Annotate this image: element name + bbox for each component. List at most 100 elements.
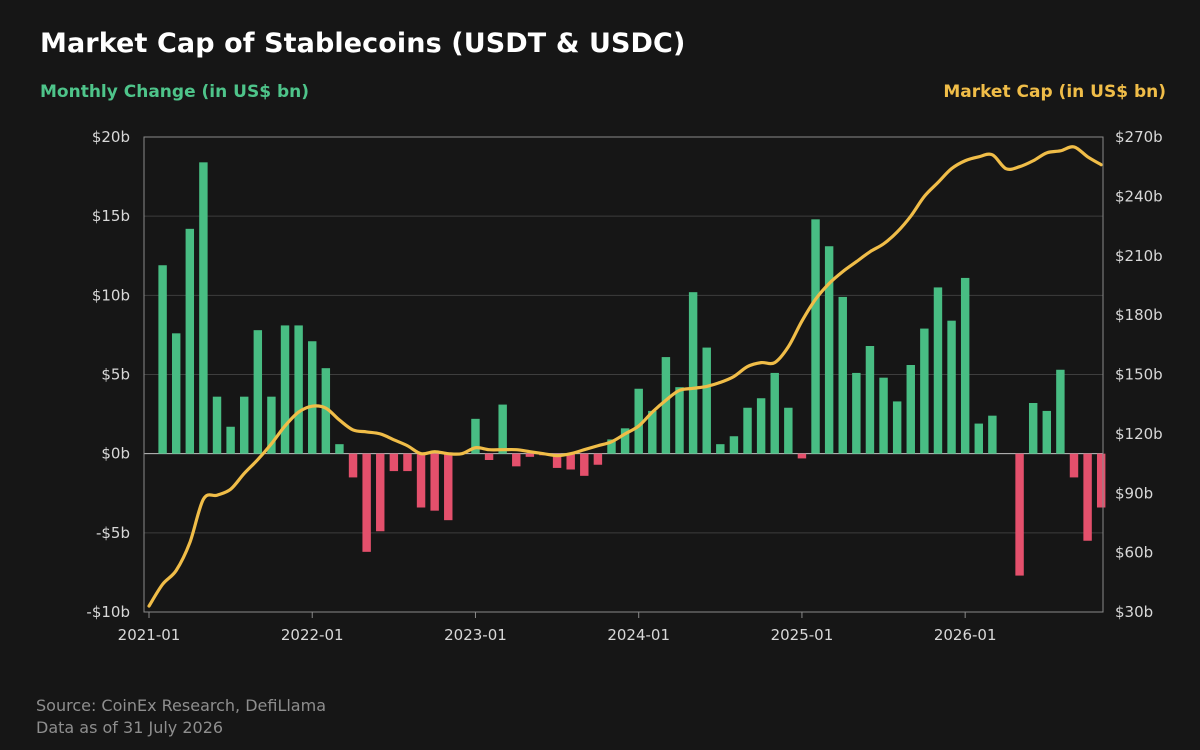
bar <box>811 219 820 454</box>
bar <box>933 287 943 454</box>
x-tick-label: 2021-01 <box>118 626 181 644</box>
y-left-tick-label: $0b <box>101 445 130 463</box>
grid-lines <box>144 215 1103 534</box>
x-tick-label: 2025-01 <box>771 626 834 644</box>
bar <box>879 377 888 454</box>
bar <box>580 453 589 476</box>
y-left-tick-label: $10b <box>92 286 130 304</box>
bar <box>661 357 671 454</box>
bar <box>199 162 208 454</box>
y-right-tick-label: $180b <box>1115 306 1163 324</box>
bar <box>729 436 739 454</box>
x-tick-label: 2026-01 <box>934 626 997 644</box>
bar <box>280 325 290 454</box>
chart-title: Market Cap of Stablecoins (USDT & USDC) <box>40 28 686 59</box>
bar <box>607 439 616 454</box>
y-right-tick-label: $270b <box>1115 128 1163 146</box>
bar <box>294 325 303 454</box>
bar <box>185 228 195 454</box>
bar <box>1096 453 1106 508</box>
y-left-tick-label: $15b <box>92 207 130 225</box>
bar <box>648 410 657 454</box>
bar <box>416 453 426 508</box>
y-right-tick-label: $150b <box>1115 366 1163 384</box>
bar <box>498 404 507 454</box>
bar <box>797 453 807 459</box>
right-axis-title: Market Cap (in US$ bn) <box>943 82 1166 102</box>
bar <box>1015 453 1024 576</box>
y-right-tick-label: $30b <box>1115 603 1153 621</box>
bar <box>226 426 235 454</box>
market-cap-line <box>147 145 1103 608</box>
y-left-tick-label: $5b <box>101 366 130 384</box>
y-left-tick-label: -$10b <box>86 603 130 621</box>
bar <box>892 401 902 454</box>
bar <box>865 346 875 454</box>
bar <box>593 453 603 465</box>
bar <box>362 453 371 552</box>
bar <box>376 453 385 532</box>
y-left-tick-label: -$5b <box>96 524 130 542</box>
bar <box>716 444 725 454</box>
bar <box>1042 410 1051 454</box>
bar <box>158 265 167 454</box>
bar <box>675 387 684 454</box>
bar <box>430 453 439 511</box>
bar <box>988 415 997 454</box>
x-tick-label: 2023-01 <box>444 626 507 644</box>
bar <box>321 368 331 454</box>
bar <box>253 330 263 454</box>
bar <box>824 246 834 454</box>
bar <box>444 453 453 521</box>
left-axis-title: Monthly Change (in US$ bn) <box>40 82 309 102</box>
bar <box>566 453 575 470</box>
bar <box>525 453 535 457</box>
bar <box>403 453 412 472</box>
bar <box>335 444 344 454</box>
bar <box>838 296 847 454</box>
x-tick-label: 2024-01 <box>607 626 670 644</box>
bar <box>471 418 480 454</box>
bar <box>906 365 915 454</box>
bar <box>634 388 643 454</box>
axes: $20b $15b $10b $5b $0b -$5b -$10b $270b $240b $21… <box>86 128 1162 644</box>
y-right-tick-label: $120b <box>1115 425 1163 443</box>
bar <box>960 277 970 454</box>
data-date-line: Data as of 31 July 2026 <box>36 718 224 737</box>
y-right-tick-label: $90b <box>1115 484 1153 502</box>
bar <box>389 453 399 472</box>
bar <box>947 320 956 454</box>
bar <box>512 453 521 467</box>
bar <box>1028 403 1038 454</box>
bar <box>1069 453 1079 478</box>
bar <box>552 453 562 468</box>
bar <box>348 453 358 478</box>
bar <box>974 423 983 454</box>
bar <box>1056 369 1065 454</box>
bar <box>240 396 249 454</box>
bar <box>688 292 698 454</box>
y-right-tick-label: $60b <box>1115 544 1153 562</box>
bar <box>308 341 317 454</box>
y-left-tick-label: $20b <box>92 128 130 146</box>
bar <box>1083 453 1092 541</box>
bar <box>852 372 861 454</box>
bar <box>484 453 494 460</box>
bar <box>784 407 793 454</box>
source-line: Source: CoinEx Research, DefiLlama <box>36 696 326 715</box>
y-right-tick-label: $210b <box>1115 247 1163 265</box>
bar <box>212 396 222 454</box>
market-cap-path <box>147 145 1103 608</box>
bar <box>702 347 711 454</box>
bar <box>743 407 752 454</box>
bar <box>770 372 779 454</box>
source-note: Source: CoinEx Research, DefiLlama Data … <box>36 695 326 739</box>
bar <box>171 333 181 454</box>
bar <box>756 398 766 454</box>
x-tick-label: 2022-01 <box>281 626 344 644</box>
y-right-tick-label: $240b <box>1115 187 1163 205</box>
bar <box>620 428 630 454</box>
bar <box>920 328 929 454</box>
bar <box>267 396 276 454</box>
